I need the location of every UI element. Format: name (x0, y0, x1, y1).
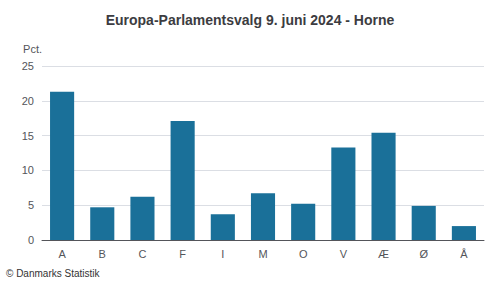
svg-text:Å: Å (460, 248, 468, 260)
svg-text:M: M (258, 248, 267, 260)
svg-text:C: C (138, 248, 146, 260)
svg-text:Ø: Ø (419, 248, 428, 260)
svg-text:A: A (58, 248, 66, 260)
svg-text:15: 15 (22, 130, 34, 142)
svg-text:Æ: Æ (378, 248, 389, 260)
svg-text:V: V (340, 248, 348, 260)
svg-text:20: 20 (22, 95, 34, 107)
svg-text:5: 5 (28, 199, 34, 211)
svg-text:Pct.: Pct. (23, 43, 42, 55)
svg-text:Europa-Parlamentsvalg 9. juni: Europa-Parlamentsvalg 9. juni 2024 - Hor… (106, 12, 395, 28)
svg-text:© Danmarks Statistik: © Danmarks Statistik (6, 268, 101, 279)
svg-text:0: 0 (28, 234, 34, 246)
svg-text:10: 10 (22, 164, 34, 176)
svg-text:I: I (221, 248, 224, 260)
svg-text:O: O (299, 248, 308, 260)
svg-text:F: F (179, 248, 186, 260)
svg-text:B: B (99, 248, 106, 260)
svg-text:25: 25 (22, 60, 34, 72)
